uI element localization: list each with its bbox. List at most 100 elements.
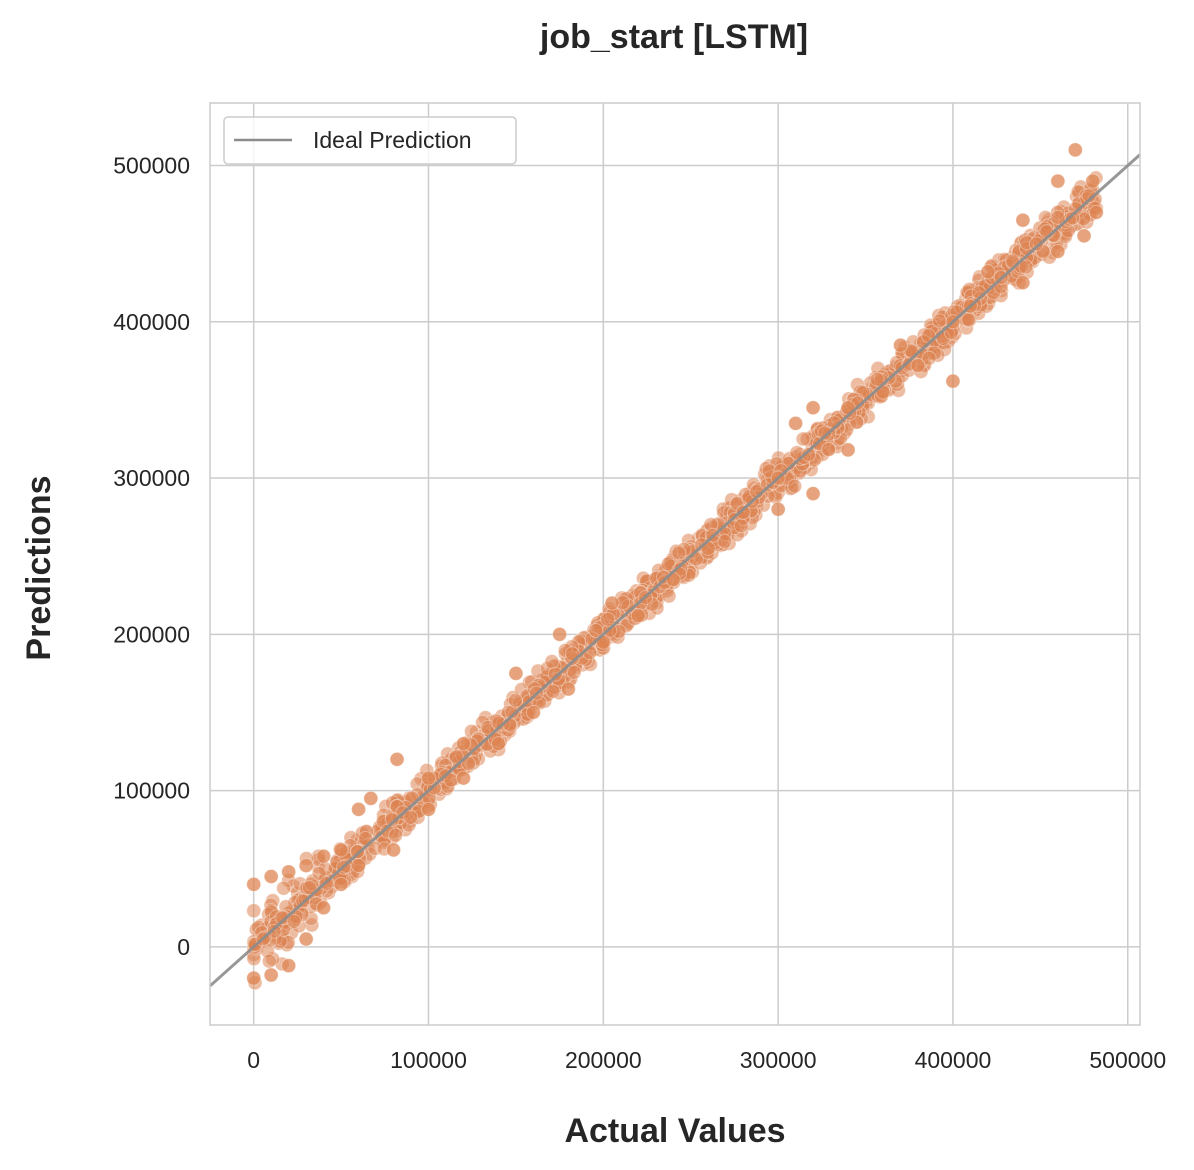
scatter-point	[507, 692, 523, 708]
scatter-point	[552, 626, 568, 642]
scatter-points	[246, 142, 1104, 991]
x-axis-label: Actual Values	[564, 1112, 785, 1150]
scatter-point	[566, 664, 582, 680]
scatter-point	[805, 400, 821, 416]
y-tick-label: 400000	[113, 309, 190, 335]
scatter-point	[910, 358, 926, 374]
scatter-point	[301, 880, 317, 896]
scatter-point	[281, 958, 297, 974]
x-tick-label: 300000	[740, 1047, 817, 1073]
scatter-point	[1015, 275, 1031, 291]
ideal-prediction-line	[209, 153, 1141, 988]
scatter-point	[1050, 173, 1066, 189]
scatter-point	[1015, 212, 1031, 228]
scatter-point	[801, 446, 817, 462]
scatter-point	[316, 900, 332, 916]
scatter-point	[840, 442, 856, 458]
y-axis-label: Predictions	[20, 475, 58, 660]
scatter-point	[787, 478, 803, 494]
y-tick-label: 100000	[113, 778, 190, 804]
scatter-point	[630, 608, 646, 624]
ideal-line-group	[209, 153, 1141, 988]
scatter-point	[1085, 173, 1101, 189]
scatter-point	[588, 622, 604, 638]
scatter-point	[286, 913, 302, 929]
scatter-point	[281, 864, 297, 880]
y-tick-label: 300000	[113, 465, 190, 491]
scatter-point	[788, 415, 804, 431]
scatter-point	[525, 704, 541, 720]
y-tick-labels: 0 100000 200000 300000 400000 500000	[113, 153, 190, 960]
legend: Ideal Prediction	[223, 116, 517, 165]
scatter-point	[1067, 142, 1083, 158]
scatter-point	[545, 683, 561, 699]
scatter-point	[795, 431, 811, 447]
scatter-point	[448, 749, 464, 765]
x-tick-label: 0	[247, 1047, 260, 1073]
scatter-point	[980, 264, 996, 280]
scatter-point	[735, 504, 751, 520]
scatter-point	[600, 611, 616, 627]
scatter-point	[770, 501, 786, 517]
scatter-point	[1088, 204, 1104, 220]
scatter-point	[263, 967, 279, 983]
scatter-point	[508, 665, 524, 681]
y-tick-label: 0	[177, 934, 190, 960]
scatter-point	[945, 373, 961, 389]
scatter-point	[298, 931, 314, 947]
scatter-point	[455, 770, 471, 786]
scatter-point	[661, 588, 677, 604]
scatter-point	[805, 486, 821, 502]
scatter-point	[817, 425, 833, 441]
x-tick-label: 200000	[565, 1047, 642, 1073]
scatter-point	[1076, 228, 1092, 244]
scatter-point	[389, 751, 405, 767]
scatter-point	[246, 876, 262, 892]
x-tick-label: 400000	[915, 1047, 992, 1073]
scatter-point	[544, 654, 560, 670]
scatter-point	[386, 842, 402, 858]
scatter-point	[821, 441, 837, 457]
scatter-point	[455, 736, 471, 752]
scatter-point	[333, 842, 349, 858]
legend-label-ideal-prediction: Ideal Prediction	[313, 127, 472, 153]
scatter-point	[547, 666, 563, 682]
scatter-point	[333, 876, 349, 892]
scatter-point	[351, 858, 367, 874]
x-tick-label: 100000	[390, 1047, 467, 1073]
scatter-point	[246, 903, 262, 919]
scatter-point	[1018, 259, 1034, 275]
scatter-point	[384, 812, 400, 828]
scatter-point	[1050, 243, 1066, 259]
chart-title: job_start [LSTM]	[539, 18, 808, 56]
scatter-point	[363, 790, 379, 806]
legend-box	[223, 116, 517, 165]
y-tick-label: 200000	[113, 621, 190, 647]
scatter-point	[311, 865, 327, 881]
scatter-point	[388, 827, 404, 843]
grid	[210, 103, 1140, 1025]
scatter-point	[1050, 209, 1066, 225]
scatter-point	[246, 970, 262, 986]
scatter-point	[671, 545, 687, 561]
plot-frame	[209, 102, 1141, 1026]
scatter-point	[560, 681, 576, 697]
y-tick-label: 500000	[113, 153, 190, 179]
scatter-point	[351, 801, 367, 817]
scatter-point	[869, 371, 885, 387]
scatter-point	[403, 809, 419, 825]
scatter-point	[276, 880, 292, 896]
scatter-point	[1028, 236, 1044, 252]
scatter-point	[298, 858, 314, 874]
x-tick-label: 500000	[1089, 1047, 1166, 1073]
scatter-point	[717, 533, 733, 549]
scatter-point	[893, 337, 909, 353]
scatter-point	[733, 518, 749, 534]
scatter-point	[263, 869, 279, 885]
scatter-point	[490, 736, 506, 752]
scatter-point	[261, 953, 277, 969]
scatter-point	[921, 350, 937, 366]
scatter-point	[421, 801, 437, 817]
scatter-point	[421, 770, 437, 786]
